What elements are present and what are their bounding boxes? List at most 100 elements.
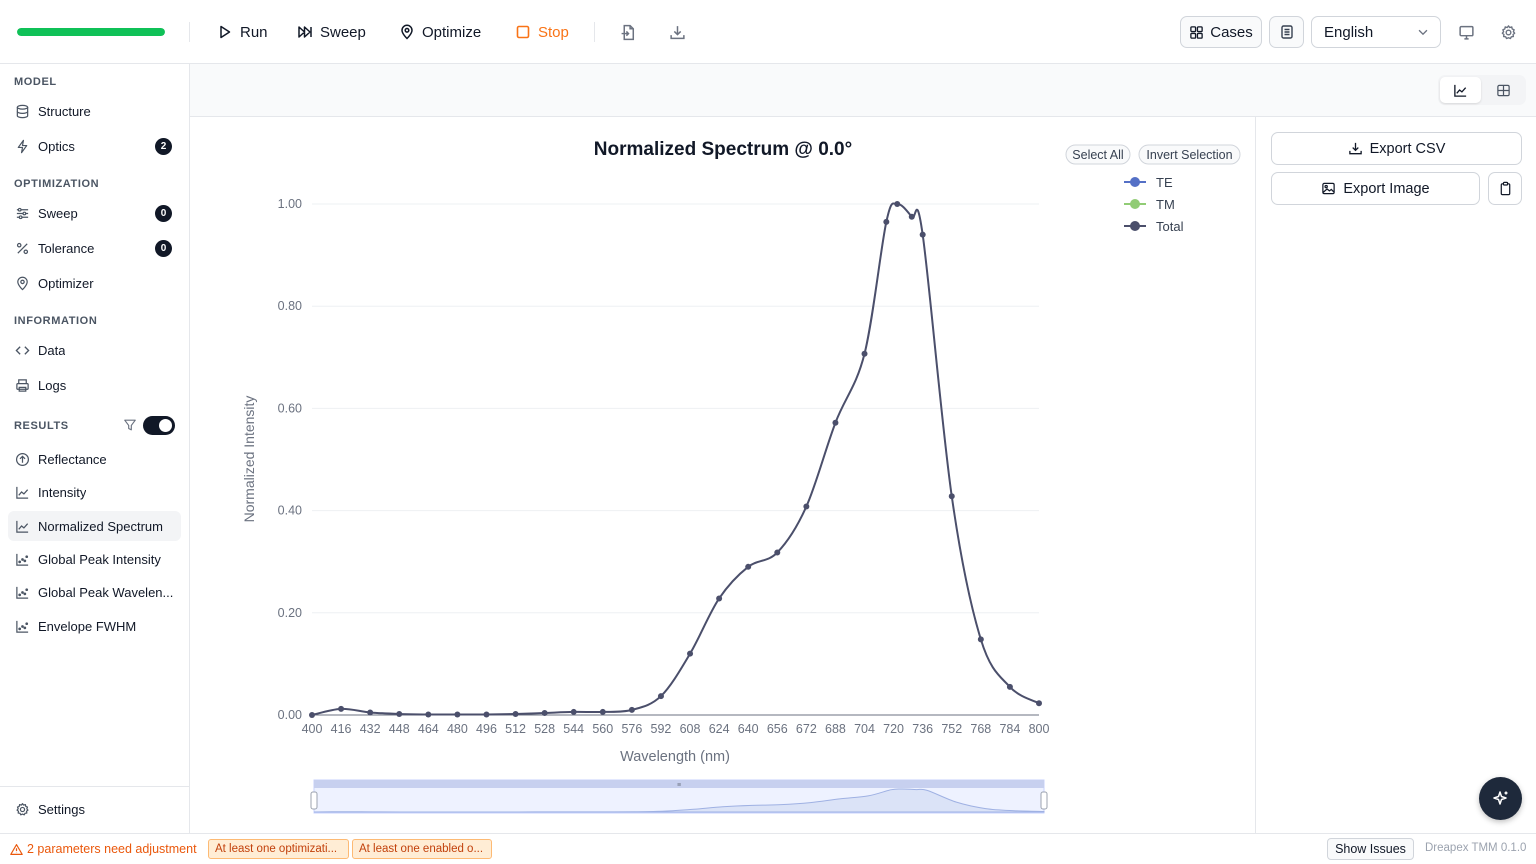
sidebar-item-label: Sweep: [38, 205, 78, 221]
sidebar-item-optimizer[interactable]: Optimizer: [8, 268, 181, 298]
data-point[interactable]: [1036, 700, 1042, 707]
data-point[interactable]: [948, 493, 955, 500]
data-point[interactable]: [454, 711, 461, 718]
sidebar-item-tolerance[interactable]: Tolerance 0: [8, 233, 181, 263]
export-csv-button[interactable]: Export CSV: [1271, 132, 1522, 165]
settings-gear-button[interactable]: [1496, 20, 1520, 44]
sidebar-item-intensity[interactable]: Intensity: [8, 477, 181, 507]
data-point[interactable]: [367, 709, 374, 716]
parameter-warning[interactable]: 2 parameters need adjustment: [10, 842, 197, 856]
results-filter-toggle[interactable]: [143, 416, 175, 435]
legend-marker[interactable]: [1130, 221, 1140, 231]
sidebar-item-label: Optimizer: [38, 275, 94, 291]
app-version: Dreapex TMM 0.1.0: [1425, 842, 1527, 854]
sidebar-item-reflectance[interactable]: Reflectance: [8, 444, 181, 474]
data-point[interactable]: [338, 705, 345, 712]
sidebar-item-data[interactable]: Data: [8, 335, 181, 365]
legend-marker[interactable]: [1130, 199, 1140, 209]
monitor-button[interactable]: [1454, 20, 1478, 44]
x-tick-label: 496: [476, 722, 497, 736]
data-point[interactable]: [919, 231, 926, 238]
filter-icon[interactable]: [123, 418, 137, 432]
sidebar-item-global-peak-wavelength[interactable]: Global Peak Wavelen...: [8, 577, 181, 607]
data-point[interactable]: [883, 218, 890, 225]
series-line-total[interactable]: [311, 202, 1040, 716]
cases-button-label: Cases: [1210, 23, 1253, 41]
data-point[interactable]: [483, 711, 490, 718]
data-point[interactable]: [774, 549, 781, 556]
data-point[interactable]: [512, 710, 519, 717]
map-pin-icon: [401, 24, 413, 40]
chevron-down-icon: [1418, 29, 1428, 36]
data-point[interactable]: [687, 650, 694, 657]
cases-button[interactable]: Cases: [1180, 16, 1262, 48]
x-axis-label: Wavelength (nm): [620, 749, 730, 765]
sidebar-item-structure[interactable]: Structure: [8, 96, 181, 126]
data-point[interactable]: [908, 213, 915, 220]
sweep-button-label: Sweep: [320, 23, 366, 41]
spectrum-chart[interactable]: 0.00 0.20 0.40 0.60 0.80 1.00 400 416 432 448 464 4…: [190, 117, 1255, 833]
data-point[interactable]: [716, 595, 723, 602]
data-point[interactable]: [570, 708, 577, 715]
data-point[interactable]: [309, 712, 315, 718]
sweep-button[interactable]: Sweep: [297, 18, 366, 46]
sidebar-item-logs[interactable]: Logs: [8, 370, 181, 400]
data-point[interactable]: [861, 350, 868, 357]
data-point[interactable]: [832, 419, 839, 426]
chart-view-button[interactable]: [1440, 77, 1481, 103]
sidebar-item-settings[interactable]: Settings: [8, 794, 181, 824]
legend-label[interactable]: TE: [1156, 175, 1173, 190]
x-tick-label: 752: [941, 722, 962, 736]
zoom-left-handle[interactable]: [310, 791, 318, 810]
chart-title: Normalized Spectrum @ 0.0°: [594, 139, 852, 160]
data-point[interactable]: [628, 706, 635, 713]
legend-label[interactable]: TM: [1156, 197, 1175, 212]
sidebar-item-envelope-fwhm[interactable]: Envelope FWHM: [8, 611, 181, 641]
data-point[interactable]: [599, 708, 606, 715]
map-pin-icon: [17, 276, 28, 290]
issue-chip[interactable]: At least one optimizati...: [208, 839, 349, 859]
data-point[interactable]: [745, 563, 752, 570]
data-point[interactable]: [657, 693, 664, 700]
sidebar-item-optics[interactable]: Optics 2: [8, 131, 181, 161]
data-point[interactable]: [1006, 683, 1013, 690]
legend-label[interactable]: Total: [1156, 219, 1184, 234]
import-button[interactable]: [616, 20, 640, 44]
issue-chip[interactable]: At least one enabled o...: [352, 839, 492, 859]
copy-to-clipboard-button[interactable]: [1488, 172, 1522, 205]
document-button[interactable]: [1269, 16, 1304, 48]
sidebar-item-normalized-spectrum[interactable]: Normalized Spectrum: [8, 511, 181, 541]
sidebar-item-global-peak-intensity[interactable]: Global Peak Intensity: [8, 544, 181, 574]
zoom-range-bar[interactable]: [314, 780, 1044, 788]
scatter-chart-icon: [16, 586, 29, 599]
invert-selection-button[interactable]: Invert Selection: [1138, 144, 1241, 165]
zoom-right-handle[interactable]: [1040, 791, 1048, 810]
data-point[interactable]: [396, 710, 403, 717]
run-button[interactable]: Run: [217, 18, 268, 46]
stop-button[interactable]: Stop: [515, 18, 569, 46]
optimize-button[interactable]: Optimize: [399, 18, 481, 46]
data-zoom-slider[interactable]: ≡: [310, 779, 1048, 814]
chart-legend: TE TM Total: [1124, 175, 1184, 234]
data-point[interactable]: [425, 711, 432, 718]
x-tick-label: 416: [331, 722, 352, 736]
language-select[interactable]: English: [1311, 16, 1441, 48]
x-tick-label: 576: [621, 722, 642, 736]
code-icon: [15, 345, 30, 355]
legend-marker[interactable]: [1130, 177, 1140, 187]
download-button[interactable]: [665, 20, 689, 44]
table-view-button[interactable]: [1483, 77, 1524, 103]
data-point[interactable]: [977, 636, 984, 643]
show-issues-button[interactable]: Show Issues: [1327, 838, 1414, 860]
select-all-button[interactable]: Select All: [1065, 144, 1131, 165]
ai-assistant-button[interactable]: [1479, 777, 1522, 820]
data-point[interactable]: [803, 503, 810, 510]
sidebar-item-sweep[interactable]: Sweep 0: [8, 198, 181, 228]
y-axis-label: Normalized Intensity: [241, 396, 257, 523]
data-point[interactable]: [894, 201, 901, 207]
data-point[interactable]: [541, 709, 548, 716]
sidebar-item-label: Data: [38, 342, 66, 358]
export-image-button[interactable]: Export Image: [1271, 172, 1480, 205]
status-bar: 2 parameters need adjustment At least on…: [0, 833, 1536, 864]
arrow-up-circle-icon: [15, 452, 30, 466]
